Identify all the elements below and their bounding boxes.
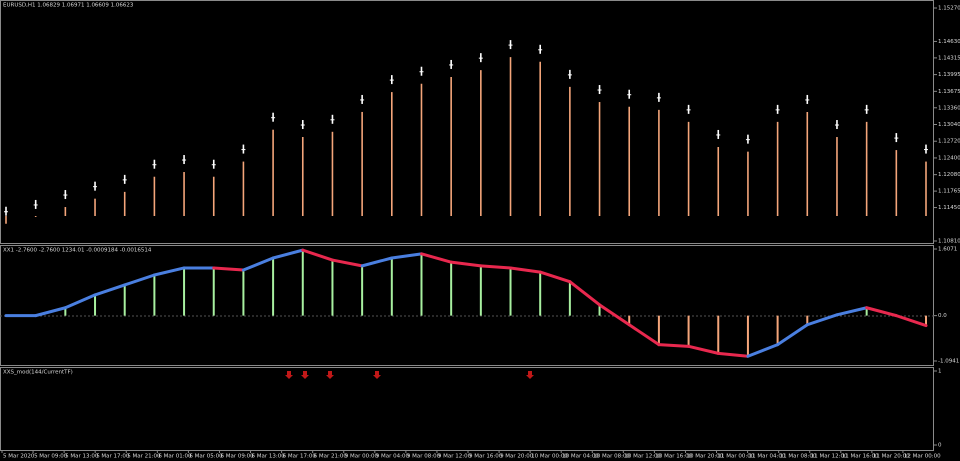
time-label: 10 Mar 08:00 (593, 454, 630, 460)
main-frame (0, 0, 934, 244)
y-tick-label: 0 (938, 443, 942, 449)
indicator1-frame (0, 245, 934, 366)
oscillator-line (687, 344, 720, 355)
y-tick-label: 1.12720 (938, 139, 960, 145)
oscillator-line (241, 256, 275, 272)
oscillator-line (865, 306, 898, 318)
y-tick-label: 1.13995 (938, 72, 960, 78)
oscillator-line (657, 343, 691, 348)
time-label: 6 Mar 13:00 (252, 454, 286, 460)
y-tick-label: 1.12080 (938, 172, 960, 178)
time-label: 10 Mar 20:00 (686, 454, 723, 460)
time-label: 11 Mar 20:00 (873, 454, 910, 460)
oscillator-line (360, 256, 394, 268)
oscillator-line (449, 260, 483, 268)
arrow (373, 371, 381, 379)
arrow (301, 371, 309, 379)
time-label: 11 Mar 00:00 (718, 454, 755, 460)
arrow (285, 371, 293, 379)
oscillator-line (716, 351, 750, 358)
y-tick-label: 1.15270 (938, 6, 960, 12)
y-tick-label: 1 (938, 369, 942, 375)
y-tick-label: 1.13360 (938, 105, 960, 111)
time-label: 9 Mar 16:00 (469, 454, 503, 460)
y-tick-label: 1.13675 (938, 89, 960, 95)
time-label: 10 Mar 00:00 (531, 454, 568, 460)
oscillator-line (479, 264, 513, 270)
oscillator-line (301, 248, 334, 262)
oscillator-line (330, 258, 364, 268)
y-tick-label: 1.11765 (938, 189, 960, 195)
oscillator-line (538, 270, 572, 284)
signal-arrows (285, 371, 534, 379)
time-label: 6 Mar 05:00 (189, 454, 223, 460)
arrow (326, 371, 334, 379)
oscillator-line (212, 266, 245, 272)
oscillator-line (93, 283, 127, 297)
oscillator-line (509, 266, 542, 274)
time-label: 12 Mar 00:00 (904, 454, 941, 460)
time-label: 9 Mar 20:00 (500, 454, 534, 460)
indicator2-frame (0, 367, 934, 451)
y-tick-label: 1.14315 (938, 55, 960, 61)
oscillator-line (152, 266, 186, 277)
indicator2-header: XXS_mod(144/CurrentTF) (3, 370, 73, 376)
arrow (526, 371, 534, 379)
oscillator-line (894, 314, 928, 328)
time-label: 9 Mar 12:00 (438, 454, 472, 460)
oscillator-line (271, 248, 305, 260)
oscillator-line (63, 293, 97, 310)
oscillator-line (419, 252, 453, 264)
time-label: 9 Mar 08:00 (407, 454, 441, 460)
time-label: 10 Mar 16:00 (655, 454, 692, 460)
time-label: 10 Mar 04:00 (562, 454, 599, 460)
main-header: EURUSD,H1 1.06829 1.06971 1.06609 1.0662… (3, 3, 134, 9)
time-label: 6 Mar 21:00 (314, 454, 348, 460)
time-label: 9 Mar 00:00 (345, 454, 379, 460)
y-tick-label: -1.0941 (938, 359, 959, 365)
time-label: 5 Mar 13:00 (65, 454, 99, 460)
time-label: 5 Mar 2020 (3, 454, 35, 460)
time-label: 11 Mar 04:00 (749, 454, 786, 460)
y-tick-label: 0.0 (938, 313, 947, 319)
y-tick-label: 1.13040 (938, 122, 960, 128)
y-tick-label: 1.12400 (938, 155, 960, 161)
time-label: 6 Mar 09:00 (220, 454, 254, 460)
oscillator-line (390, 252, 423, 260)
time-label: 10 Mar 12:00 (624, 454, 661, 460)
time-label: 6 Mar 17:00 (283, 454, 317, 460)
y-tick-label: 1.10810 (938, 239, 960, 245)
oscillator-line (776, 323, 809, 347)
oscillator-line (598, 303, 631, 327)
time-label: 5 Mar 21:00 (127, 454, 161, 460)
oscillator-line (34, 306, 67, 318)
oscillator-line (746, 343, 780, 358)
y-tick-label: 1.6071 (938, 247, 957, 253)
time-label: 11 Mar 08:00 (780, 454, 817, 460)
oscillator-line (805, 313, 839, 327)
y-tick-label: 1.14630 (938, 39, 960, 45)
oscillator-line (835, 306, 869, 317)
y-tick-label: 1.11450 (938, 205, 960, 211)
time-label: 11 Mar 16:00 (842, 454, 879, 460)
time-label: 6 Mar 01:00 (158, 454, 192, 460)
oscillator-line (627, 323, 661, 347)
time-label: 9 Mar 04:00 (376, 454, 410, 460)
indicator1-header: XX1 -2.7600 -2.7600 1234.01 -0.0009184 -… (3, 248, 152, 254)
time-label: 5 Mar 09:00 (34, 454, 68, 460)
time-label: 11 Mar 12:00 (811, 454, 848, 460)
oscillator-line (123, 273, 156, 287)
time-label: 5 Mar 17:00 (96, 454, 130, 460)
oscillator-line (568, 280, 602, 307)
